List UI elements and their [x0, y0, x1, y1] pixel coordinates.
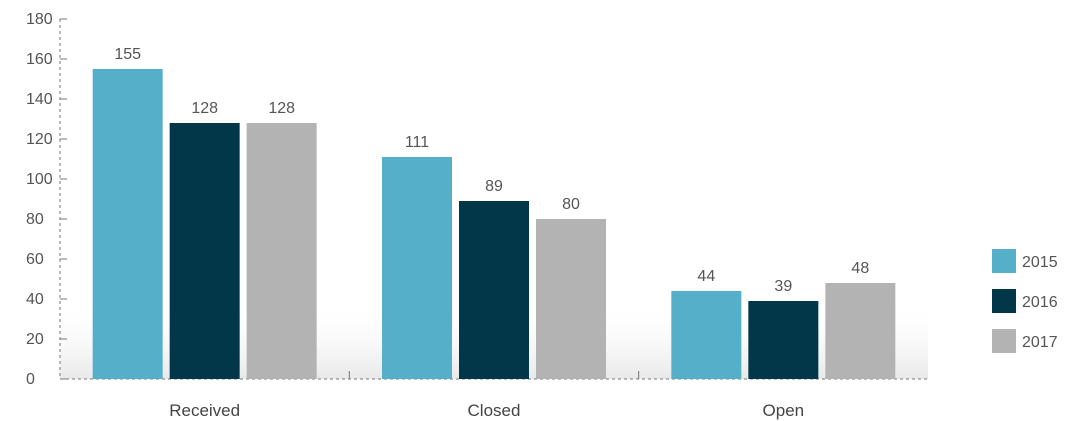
legend-swatch-2015 [992, 249, 1016, 273]
bar-2017-closed [536, 219, 606, 379]
bar-2015-open [671, 291, 742, 379]
bar-2015-closed [382, 157, 452, 379]
y-tick-label: 180 [26, 11, 53, 28]
y-tick-label: 140 [26, 91, 53, 108]
data-label: 80 [562, 196, 580, 213]
bars [92, 69, 896, 379]
data-label: 111 [405, 134, 429, 151]
x-category-label: Received [169, 401, 240, 420]
data-label: 128 [268, 100, 295, 117]
y-tick-label: 160 [26, 51, 53, 68]
x-category-label: Open [763, 401, 805, 420]
legend-swatch-2016 [992, 289, 1016, 313]
bar-2015-received [92, 69, 163, 379]
y-tick-label: 60 [26, 251, 44, 268]
bar-2017-open [825, 283, 896, 379]
y-tick-label: 40 [26, 291, 44, 308]
bar-2016-open [748, 301, 819, 379]
x-category-label: Closed [468, 401, 521, 420]
y-tick-label: 100 [26, 171, 53, 188]
legend-label: 2015 [1022, 254, 1058, 271]
legend: 2015 2016 2017 [992, 249, 1058, 353]
data-label: 128 [191, 100, 218, 117]
legend-label: 2016 [1022, 294, 1058, 311]
y-tick-label: 0 [26, 371, 35, 388]
data-labels: 155 128 128 111 89 80 44 39 48 [114, 46, 869, 295]
y-tick-label: 120 [26, 131, 53, 148]
y-tick-label: 80 [26, 211, 44, 228]
data-label: 44 [697, 268, 715, 285]
bar-2016-closed [459, 201, 529, 379]
y-tick-label: 20 [26, 331, 44, 348]
legend-label: 2017 [1022, 334, 1058, 351]
bar-2016-received [169, 123, 240, 379]
legend-swatch-2017 [992, 329, 1016, 353]
data-label: 39 [774, 278, 792, 295]
data-label: 48 [851, 260, 869, 277]
data-label: 89 [485, 178, 503, 195]
bar-2017-received [246, 123, 317, 379]
data-label: 155 [114, 46, 141, 63]
